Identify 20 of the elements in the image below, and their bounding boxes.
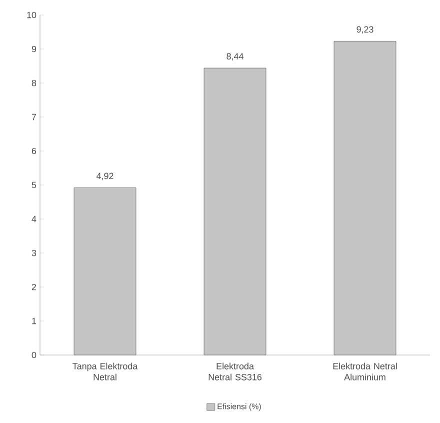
y-tick-label: 4 <box>32 216 36 222</box>
y-tick-label: 2 <box>32 284 36 290</box>
y-tick-label: 7 <box>32 114 36 120</box>
bar <box>74 188 136 356</box>
x-tick-label: Elektroda Netral SS316 <box>208 362 262 380</box>
bar <box>204 68 266 356</box>
bar <box>334 40 396 356</box>
y-tick-label: 3 <box>32 250 36 256</box>
y-tick-label: 8 <box>32 80 36 86</box>
data-label: 8,44 <box>226 53 244 61</box>
y-tick-label: 6 <box>32 148 36 154</box>
y-tick-label: 1 <box>32 318 36 324</box>
y-tick-label: 5 <box>32 182 36 188</box>
x-tick-label: Tanpa Elektroda Netral <box>72 362 138 380</box>
data-label: 9,23 <box>356 26 374 34</box>
y-tick-label: 10 <box>27 12 36 18</box>
y-tick-label: 0 <box>32 352 36 358</box>
y-tick-label: 9 <box>32 46 36 52</box>
data-label: 4,92 <box>96 172 114 180</box>
x-tick-label: Elektroda Netral Aluminium <box>333 362 397 380</box>
